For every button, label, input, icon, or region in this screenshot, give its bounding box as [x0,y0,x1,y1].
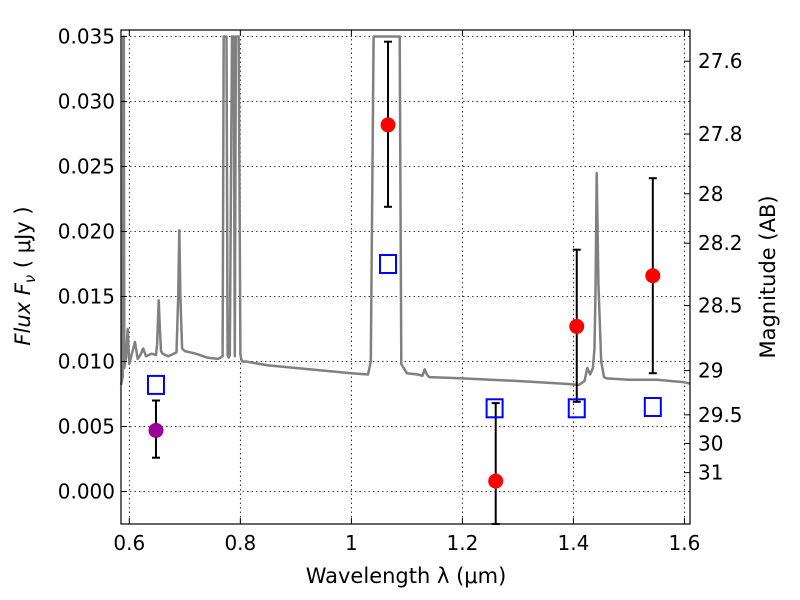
y-axis-title-main: Flux F [11,282,35,345]
model-point [567,398,586,419]
y2-tick-label: 31 [698,461,723,485]
x-tick-label: 1.4 [558,531,590,555]
model-point [146,374,165,395]
sed-line-layer [119,35,691,387]
observed-points-layer [148,117,661,489]
observed-point [380,117,396,133]
x-axis-title: Wavelength λ (μm) [306,564,507,588]
y2-axis-title: Magnitude (AB) [756,195,780,358]
y-axis-title-subscript: ν [21,275,39,283]
tick-labels: 0.6 0.8 1 1.2 1.4 1.6 0.000 0.005 0.010 0.015 0.02… [58,25,743,556]
y2-tick-label: 28.2 [698,231,743,255]
y-axis-title-unit: ( μJy ) [11,206,35,274]
observed-point [148,422,164,438]
model-point [643,397,662,417]
x-tick-label: 0.8 [224,531,256,555]
sed-spectrum-line [119,35,691,387]
x-tick-label: 1 [345,531,358,555]
y-axis-title: Flux Fν ( μJy ) [11,206,39,345]
y2-tick-label: 27.8 [698,122,743,146]
y-tick-label: 0.035 [58,25,115,49]
model-points-layer [146,254,662,419]
x-tick-label: 1.6 [669,531,701,555]
observed-point [645,268,661,284]
y-tick-label: 0.000 [58,480,115,504]
model-point [379,254,398,274]
y2-tick-label: 28.5 [698,294,743,318]
y-tick-label: 0.005 [58,415,115,439]
y2-tick-label: 27.6 [698,49,743,73]
y-tick-label: 0.010 [58,350,115,374]
y-tick-label: 0.030 [58,90,115,114]
y2-tick-label: 29.5 [698,403,743,427]
y2-tick-label: 30 [698,431,723,455]
plot-frame [120,29,691,525]
y2-tick-label: 28 [698,182,723,206]
x-tick-label: 1.2 [446,531,478,555]
x-tick-label: 0.6 [113,531,145,555]
y-tick-label: 0.025 [58,155,115,179]
y-tick-label: 0.020 [58,220,115,244]
observed-point [488,473,504,489]
y-tick-label: 0.015 [58,285,115,309]
grid-lines [121,30,690,524]
model-point [485,398,504,419]
y2-tick-label: 29 [698,359,723,383]
observed-point [569,318,585,334]
axis-ticks [121,30,690,524]
